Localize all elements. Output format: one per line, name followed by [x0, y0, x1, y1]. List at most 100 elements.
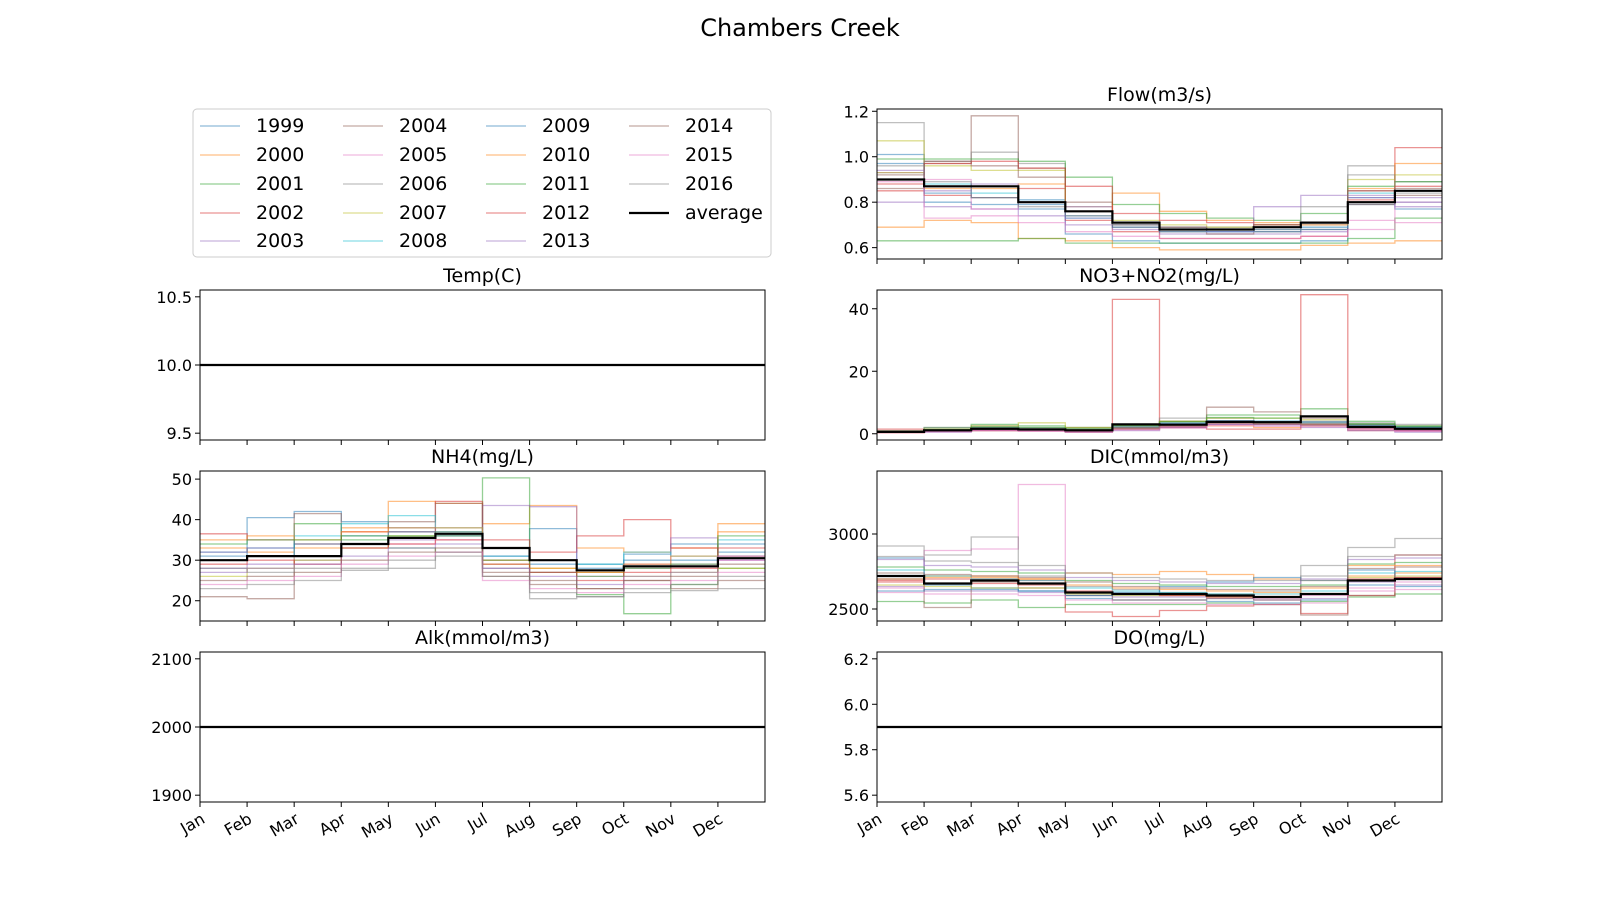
subplot-title: Temp(C)	[442, 265, 522, 287]
subplot-title: DO(mg/L)	[1114, 627, 1206, 649]
y-tick-label: 40	[172, 511, 192, 530]
axes-frame	[876, 470, 1443, 622]
x-tick-label: Jan	[176, 809, 208, 838]
legend-label: 2001	[256, 173, 304, 195]
x-tick-label: Nov	[642, 809, 679, 841]
y-tick-label: 30	[172, 551, 192, 570]
series-line-2000	[877, 219, 1442, 251]
y-tick-label: 5.6	[844, 786, 869, 805]
subplot-title: DIC(mmol/m3)	[1090, 446, 1229, 468]
legend-label: 2000	[256, 144, 304, 166]
y-tick-label: 1900	[151, 786, 192, 805]
y-tick-label: 6.0	[844, 695, 869, 714]
legend-label: 2006	[399, 173, 447, 195]
series-group	[200, 477, 765, 615]
y-tick-label: 10.0	[156, 356, 192, 375]
y-tick-label: 1.0	[844, 148, 869, 167]
legend-box	[192, 108, 772, 258]
legend-label: 2009	[542, 115, 590, 137]
subplot-dic: DIC(mmol/m3) 2500 3000	[828, 446, 1443, 626]
y-tick-label: 2000	[151, 718, 192, 737]
legend: 1999 2000 2001 2002 2003 2004 2005 2006 2007 2008…	[192, 108, 772, 258]
x-tick-label: Mar	[944, 809, 980, 841]
subplot-title: Alk(mmol/m3)	[415, 627, 550, 649]
subplot-flow: Flow(m3/s) 0.6 0.8 1.0 1.2	[844, 84, 1443, 264]
legend-label: 2002	[256, 202, 304, 224]
y-tick-label: 40	[849, 300, 869, 319]
x-tick-label: Feb	[898, 809, 932, 840]
x-tick-label: Dec	[1367, 809, 1403, 841]
subplot-title: NO3+NO2(mg/L)	[1079, 265, 1240, 287]
series-group	[877, 294, 1442, 434]
subplot-no3no2: NO3+NO2(mg/L) 0 20 40	[849, 265, 1443, 445]
y-tick-label: 1.2	[844, 102, 869, 121]
series-line-average	[200, 532, 765, 572]
subplot-title: NH4(mg/L)	[431, 446, 534, 468]
y-tick-label: 50	[172, 470, 192, 489]
x-tick-label: Jul	[1140, 809, 1167, 836]
x-tick-label: Jan	[853, 809, 885, 838]
legend-label: 2005	[399, 144, 447, 166]
subplot-title: Flow(m3/s)	[1107, 84, 1212, 106]
x-tick-label: Feb	[221, 809, 255, 840]
y-tick-label: 5.8	[844, 741, 869, 760]
x-tick-label: May	[1035, 809, 1073, 842]
x-tick-label: Oct	[598, 809, 631, 839]
x-tick-label: Jul	[463, 809, 490, 836]
legend-label: 2004	[399, 115, 447, 137]
series-line-2016	[877, 554, 1442, 582]
subplot-do: DO(mg/L) 5.6 5.8 6.0 6.2 Jan Feb Mar Apr May Jun Ju…	[844, 627, 1443, 842]
x-tick-label: May	[358, 809, 396, 842]
series-line-average	[877, 178, 1442, 231]
legend-label: 2012	[542, 202, 590, 224]
series-line-2016	[200, 555, 765, 598]
series-line-average	[877, 415, 1442, 433]
x-tick-label: Dec	[690, 809, 726, 841]
y-tick-label: 6.2	[844, 650, 869, 669]
x-tick-label: Aug	[1178, 809, 1215, 841]
subplot-nh4: NH4(mg/L) 20 30 40 50	[172, 446, 766, 626]
legend-label: 1999	[256, 115, 304, 137]
y-tick-label: 0	[859, 425, 869, 444]
x-tick-label: Nov	[1319, 809, 1356, 841]
series-group	[877, 115, 1442, 251]
legend-label: 2016	[685, 173, 733, 195]
legend-label: 2010	[542, 144, 590, 166]
x-tick-label: Jun	[1088, 809, 1120, 838]
x-tick-label: Jun	[411, 809, 443, 838]
y-tick-label: 10.5	[156, 288, 192, 307]
y-tick-label: 2100	[151, 650, 192, 669]
y-tick-label: 20	[172, 592, 192, 611]
x-tick-label: Apr	[316, 809, 350, 840]
x-tick-label: Sep	[1226, 809, 1262, 841]
x-tick-label: Apr	[993, 809, 1027, 840]
x-tick-label: Aug	[501, 809, 538, 841]
series-line-2001	[877, 217, 1442, 244]
subplot-temp: Temp(C) 9.5 10.0 10.5	[156, 265, 766, 445]
x-tick-label: Mar	[267, 809, 303, 841]
series-line-2004	[877, 576, 1442, 616]
y-tick-label: 0.8	[844, 193, 869, 212]
y-tick-label: 0.6	[844, 239, 869, 258]
series-group	[877, 483, 1442, 618]
legend-label: average	[685, 202, 763, 224]
series-line-2010	[877, 564, 1442, 594]
legend-label: 2013	[542, 230, 590, 252]
y-tick-label: 20	[849, 362, 869, 381]
figure-title: Chambers Creek	[700, 14, 900, 42]
legend-label: 2015	[685, 144, 733, 166]
legend-label: 2007	[399, 202, 447, 224]
y-tick-label: 2500	[828, 600, 869, 619]
series-line-2002	[877, 294, 1442, 433]
legend-label: 2003	[256, 230, 304, 252]
x-tick-label: Oct	[1275, 809, 1308, 839]
x-tick-label: Sep	[549, 809, 585, 841]
legend-label: 2014	[685, 115, 733, 137]
legend-label: 2011	[542, 173, 590, 195]
series-line-2015	[877, 178, 1442, 240]
y-tick-label: 3000	[828, 525, 869, 544]
legend-label: 2008	[399, 230, 447, 252]
subplot-alk: Alk(mmol/m3) 1900 2000 2100 Jan Feb Mar Apr May J…	[151, 627, 766, 842]
series-line-average	[877, 574, 1442, 599]
